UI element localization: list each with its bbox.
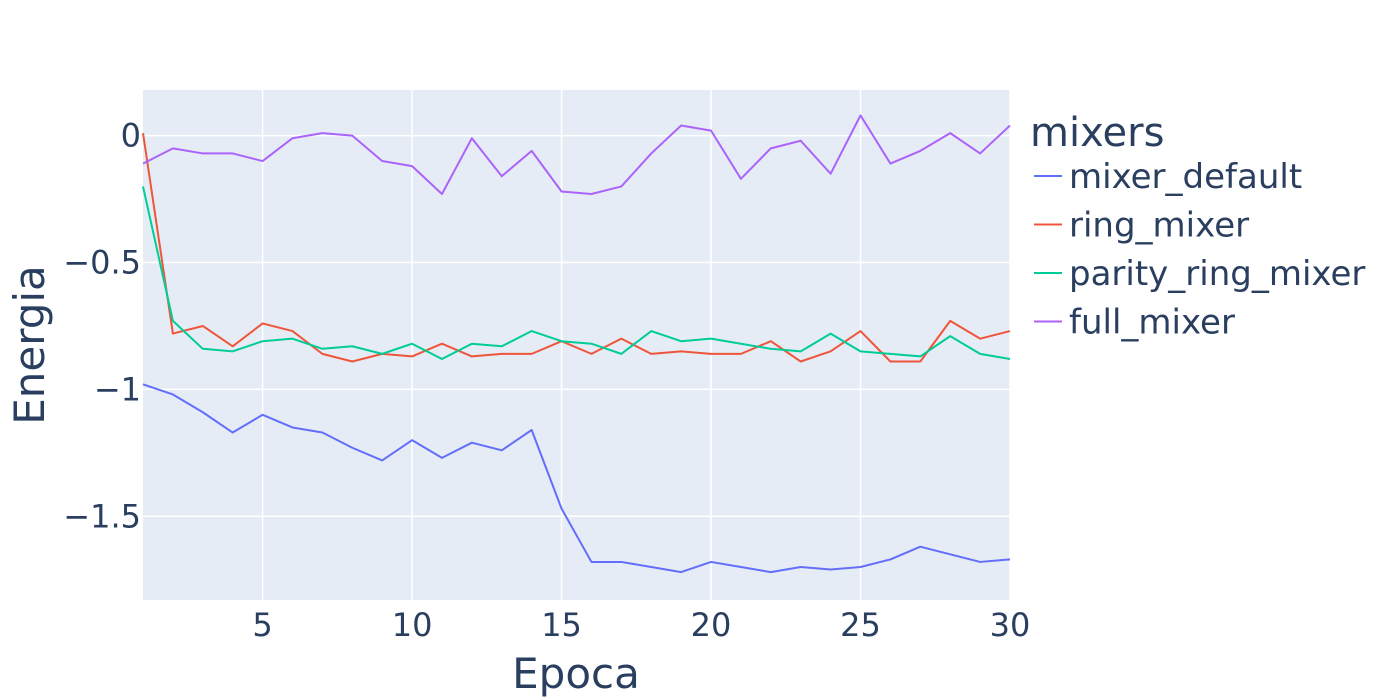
y-axis-title: Energia <box>5 265 54 425</box>
series-lines <box>142 114 1011 574</box>
y-gridlines <box>143 134 1010 518</box>
legend-title: mixers <box>1030 110 1164 156</box>
legend-item[interactable]: full_mixer <box>1034 303 1235 343</box>
x-tick-label: 20 <box>691 606 732 644</box>
series-line-ring-mixer[interactable] <box>142 132 1011 363</box>
legend-label: ring_mixer <box>1069 206 1249 246</box>
legend-item[interactable]: parity_ring_mixer <box>1034 254 1365 294</box>
y-axis-ticks: 0 −0.5 −1 −1.5 <box>63 117 141 536</box>
x-axis-title: Epoca <box>512 649 640 698</box>
legend-item[interactable]: ring_mixer <box>1034 206 1249 246</box>
y-tick-label: −1.5 <box>63 497 141 535</box>
y-tick-label: 0 <box>121 117 141 155</box>
x-tick-label: 5 <box>252 606 272 644</box>
legend-item[interactable]: mixer_default <box>1034 157 1302 197</box>
x-axis-ticks: 5 10 15 20 25 30 <box>252 606 1030 644</box>
series-line-full-mixer[interactable] <box>142 114 1011 196</box>
legend-label: mixer_default <box>1069 157 1302 197</box>
x-tick-label: 30 <box>990 606 1031 644</box>
x-tick-label: 10 <box>392 606 433 644</box>
x-tick-label: 25 <box>840 606 881 644</box>
y-tick-label: −1 <box>94 370 141 408</box>
series-line-parity-ring-mixer[interactable] <box>142 186 1011 360</box>
plot-area <box>143 90 1010 600</box>
x-gridlines <box>261 90 1011 600</box>
legend-label: parity_ring_mixer <box>1069 254 1365 294</box>
legend[interactable]: mixers mixer_default ring_mixer parity_rin… <box>1030 110 1365 343</box>
legend-label: full_mixer <box>1069 303 1235 343</box>
y-tick-label: −0.5 <box>63 244 141 282</box>
x-tick-label: 15 <box>541 606 582 644</box>
series-line-mixer-default[interactable] <box>142 383 1011 574</box>
